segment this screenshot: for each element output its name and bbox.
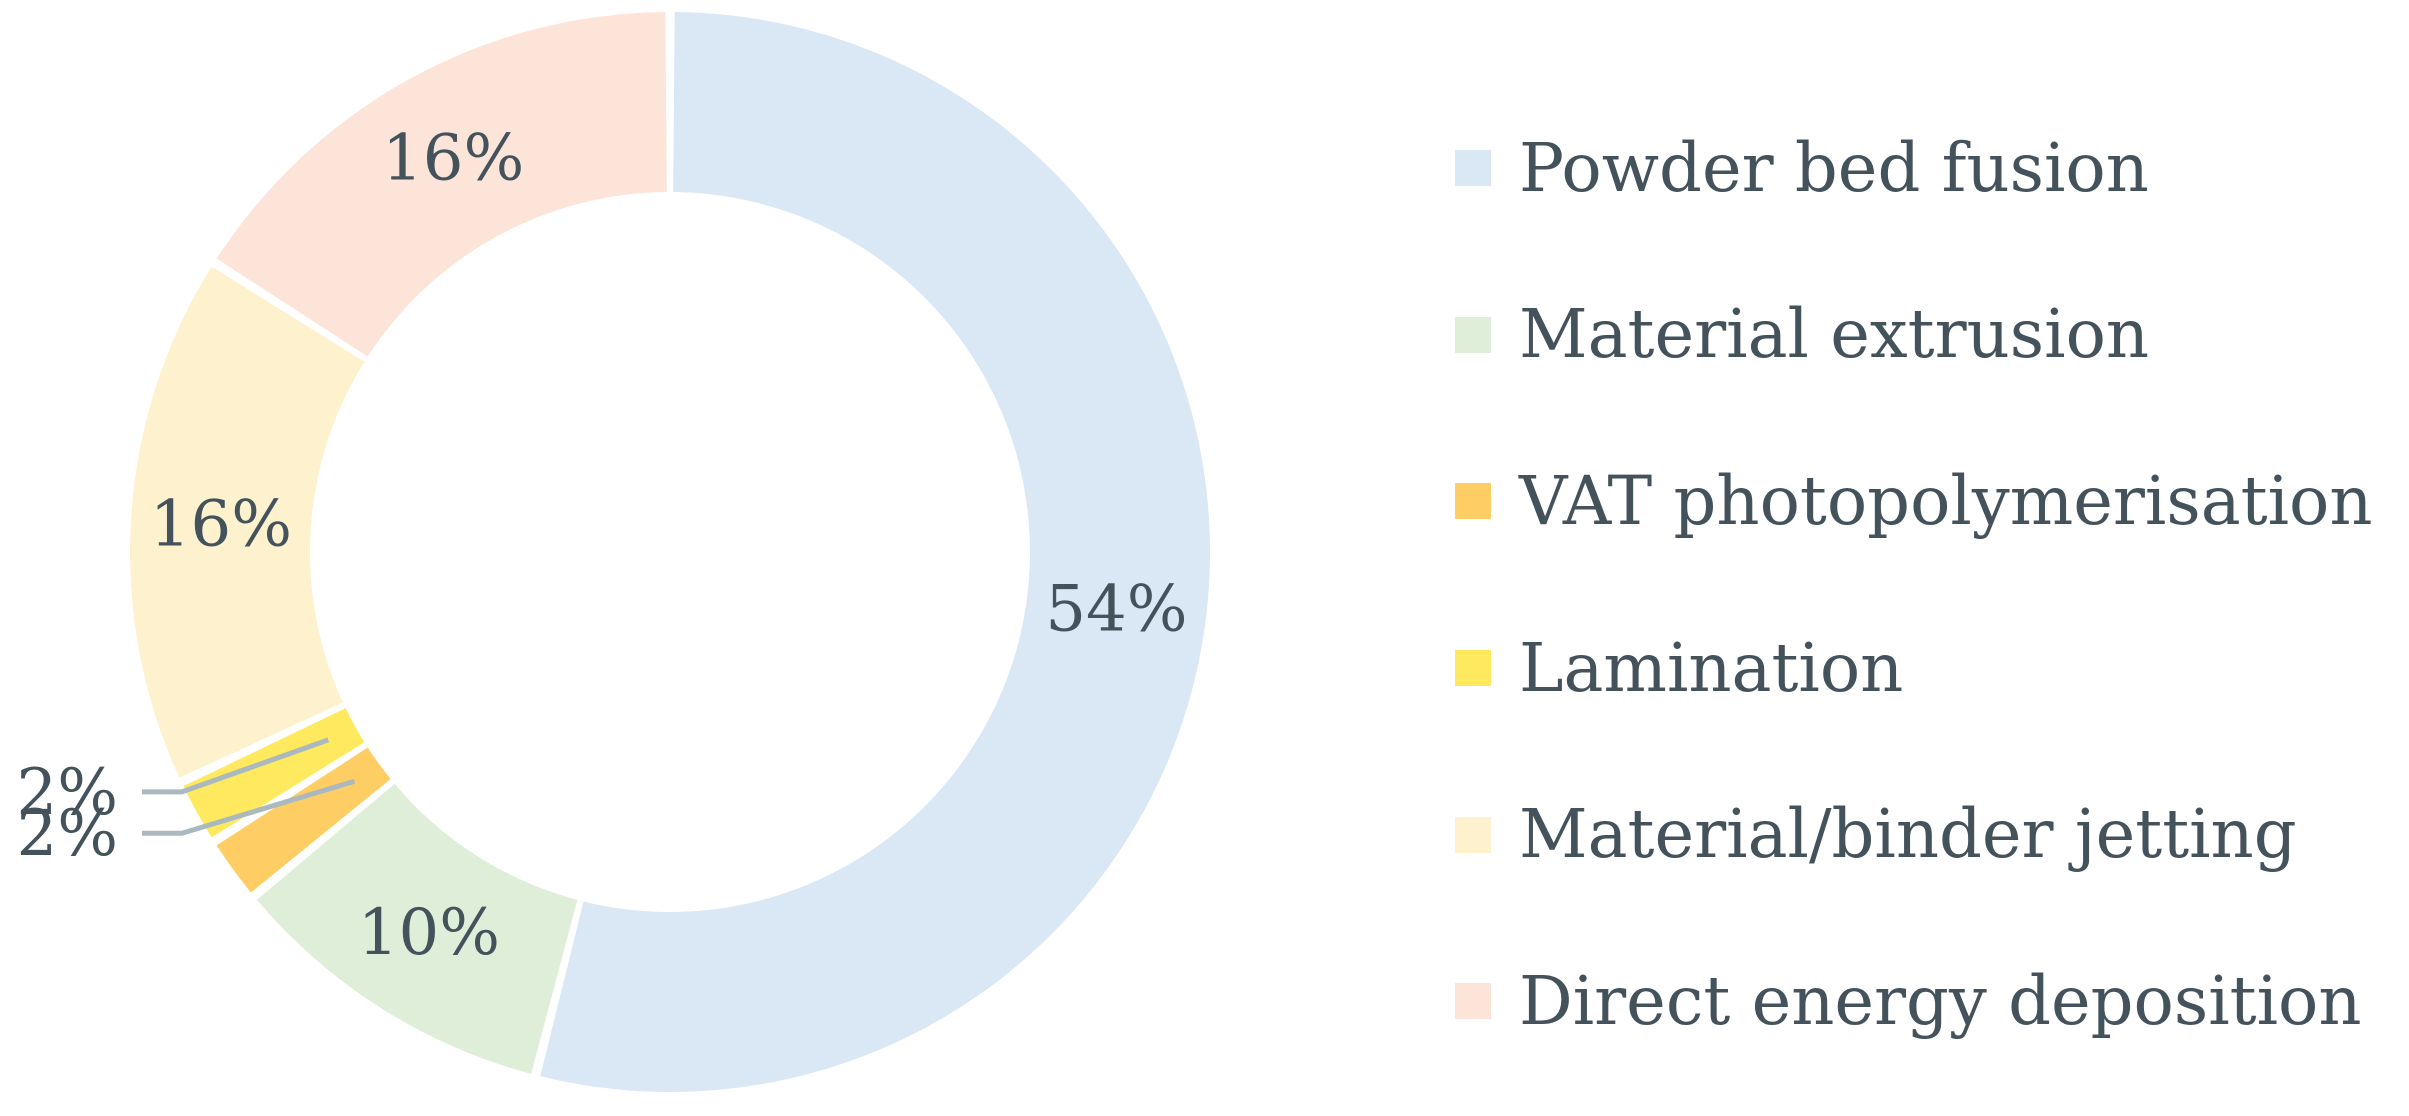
legend-swatch bbox=[1455, 150, 1491, 187]
legend-item: VAT photopolymerisation bbox=[1455, 418, 2395, 585]
slice-label-5: 16% bbox=[150, 488, 292, 562]
legend-label: Direct energy deposition bbox=[1519, 961, 2362, 1040]
slice-direct-energy-deposition bbox=[216, 12, 667, 357]
legend-swatch bbox=[1455, 316, 1491, 353]
chart-legend: Powder bed fusion Material extrusion VAT p… bbox=[1455, 85, 2395, 1085]
legend-label: VAT photopolymerisation bbox=[1519, 461, 2373, 540]
legend-item: Powder bed fusion bbox=[1455, 85, 2395, 252]
slice-material-binder-jetting bbox=[130, 266, 365, 778]
slice-label-1: 54% bbox=[1045, 572, 1187, 646]
slice-powder-bed-fusion bbox=[540, 12, 1211, 1093]
legend-swatch bbox=[1455, 816, 1491, 853]
legend-item: Lamination bbox=[1455, 585, 2395, 752]
slice-material-extrusion bbox=[256, 783, 578, 1074]
legend-label: Powder bed fusion bbox=[1519, 128, 2149, 207]
legend-item: Material/binder jetting bbox=[1455, 751, 2395, 918]
leader-line-3 bbox=[142, 778, 356, 836]
slice-label-2: 10% bbox=[358, 896, 500, 970]
leader-line-4 bbox=[142, 737, 330, 795]
legend-label: Material/binder jetting bbox=[1519, 795, 2297, 874]
slice-label-6: 16% bbox=[382, 122, 524, 196]
legend-swatch bbox=[1455, 483, 1491, 520]
legend-label: Lamination bbox=[1519, 628, 1904, 707]
legend-item: Direct energy deposition bbox=[1455, 918, 2395, 1085]
slice-lamination bbox=[183, 708, 365, 838]
legend-label: Material extrusion bbox=[1519, 295, 2150, 374]
legend-swatch bbox=[1455, 650, 1491, 687]
legend-item: Material extrusion bbox=[1455, 252, 2395, 419]
legend-swatch bbox=[1455, 983, 1491, 1020]
slice-label-3: 2% bbox=[16, 797, 118, 871]
slice-label-4: 2% bbox=[16, 756, 118, 830]
